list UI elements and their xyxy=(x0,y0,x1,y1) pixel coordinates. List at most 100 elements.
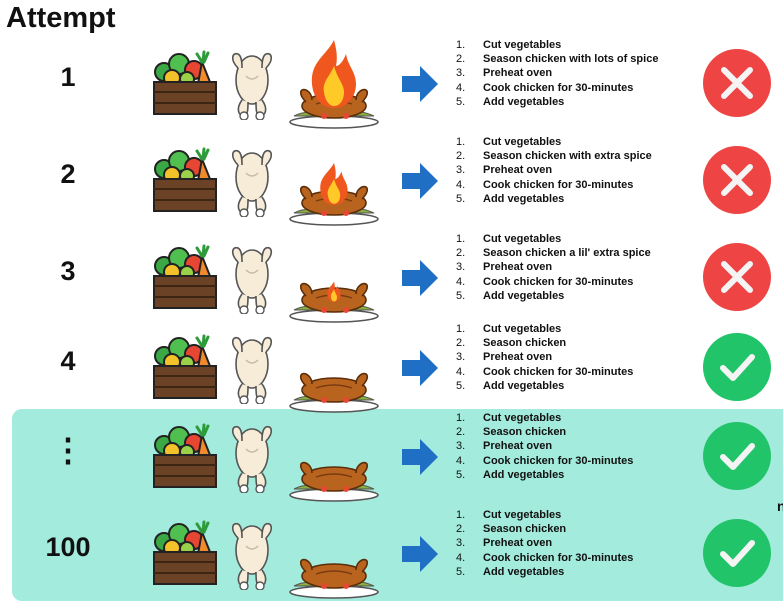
x-circle-icon xyxy=(702,48,772,118)
recipe-step: 3. Preheat oven xyxy=(456,537,553,550)
recipe-step-text: Preheat oven xyxy=(483,67,553,80)
recipe-step-text: Cut vegetables xyxy=(483,233,562,245)
cropped-text: n xyxy=(777,498,783,514)
recipe-step-text: Preheat oven xyxy=(483,537,553,550)
check-circle-icon xyxy=(702,332,772,402)
attempt-number: ⋮ xyxy=(52,432,84,468)
recipe-step: 1. Cut vegetables xyxy=(456,323,562,335)
x-circle-icon xyxy=(702,145,772,215)
recipe-step: 5. Add vegetables xyxy=(456,289,565,302)
recipe-step-text: Add vegetables xyxy=(483,192,565,205)
arrow-right-icon xyxy=(400,258,440,298)
arrow-right-icon xyxy=(400,534,440,574)
vegetable-crate-icon xyxy=(152,147,218,213)
raw-chicken-icon xyxy=(228,240,276,314)
recipe-step-text: Cut vegetables xyxy=(483,509,562,521)
recipe-step-text: Cook chicken for 30-minutes xyxy=(483,454,634,467)
recipe-step-text: Cook chicken for 30-minutes xyxy=(483,551,634,564)
flame-icon xyxy=(327,281,341,302)
arrow-right-icon xyxy=(400,64,440,104)
recipe-step-text: Preheat oven xyxy=(483,440,553,453)
recipe-step: 3. Preheat oven xyxy=(456,440,553,453)
recipe-step-text: Cut vegetables xyxy=(483,136,562,148)
recipe-step-text: Cook chicken for 30-minutes xyxy=(483,365,634,378)
recipe-step: 5. Add vegetables xyxy=(456,95,565,108)
attempt-number: 2 xyxy=(60,159,76,189)
recipe-step-text: Cut vegetables xyxy=(483,39,562,51)
page-title: Attempt xyxy=(6,2,116,34)
recipe-step: 1. Cut vegetables xyxy=(456,233,562,245)
recipe-step-text: Season chicken xyxy=(483,337,567,350)
attempt-number: 3 xyxy=(60,256,76,286)
recipe-step: 4. Cook chicken for 30-minutes xyxy=(456,81,634,94)
attempt-row: 4 1. Cut vegetables 2. Season chicken 3. Prehe… xyxy=(0,320,783,416)
recipe-step: 3. Preheat oven xyxy=(456,261,553,274)
recipe-step: 3. Preheat oven xyxy=(456,67,553,80)
recipe-step-text: Cook chicken for 30-minutes xyxy=(483,275,634,288)
recipe-steps: 1. Cut vegetables 2. Season chicken with ex… xyxy=(456,135,652,206)
recipe-step-text: Cook chicken for 30-minutes xyxy=(483,81,634,94)
recipe-step-text: Add vegetables xyxy=(483,289,565,302)
vegetable-crate-icon xyxy=(152,244,218,310)
recipe-step-text: Add vegetables xyxy=(483,379,565,392)
flame-icon xyxy=(320,162,348,205)
recipe-step-text: Add vegetables xyxy=(483,468,565,481)
arrow-right-icon xyxy=(400,161,440,201)
recipe-step-text: Add vegetables xyxy=(483,95,565,108)
recipe-step: 2. Season chicken with lots of spice xyxy=(456,53,659,66)
recipe-step: 1. Cut vegetables xyxy=(456,412,562,424)
recipe-step: 3. Preheat oven xyxy=(456,164,553,177)
recipe-step-text: Season chicken xyxy=(483,426,567,439)
recipe-step-text: Cut vegetables xyxy=(483,412,562,424)
attempt-number: 100 xyxy=(45,532,91,562)
recipe-steps: 1. Cut vegetables 2. Season chicken 3. Prehea… xyxy=(456,411,633,482)
recipe-steps: 1. Cut vegetables 2. Season chicken 3. Prehea… xyxy=(456,508,633,579)
recipe-step: 2. Season chicken xyxy=(456,426,567,439)
recipe-step-text: Add vegetables xyxy=(483,565,565,578)
arrow-right-icon xyxy=(400,348,440,388)
attempt-number: 4 xyxy=(60,346,76,376)
attempt-row: 3 1. Cut vegetables 2. Season chicken a lil'… xyxy=(0,230,783,326)
recipe-step: 4. Cook chicken for 30-minutes xyxy=(456,178,634,191)
recipe-step-text: Cook chicken for 30-minutes xyxy=(483,178,634,191)
recipe-steps: 1. Cut vegetables 2. Season chicken with lo… xyxy=(456,38,658,109)
raw-chicken-icon xyxy=(228,419,276,493)
recipe-step: 4. Cook chicken for 30-minutes xyxy=(456,275,634,288)
raw-chicken-icon xyxy=(228,143,276,217)
recipe-step: 5. Add vegetables xyxy=(456,192,565,205)
x-circle-icon xyxy=(702,242,772,312)
recipe-step: 1. Cut vegetables xyxy=(456,136,562,148)
recipe-step: 2. Season chicken xyxy=(456,523,567,536)
recipe-step: 4. Cook chicken for 30-minutes xyxy=(456,454,634,467)
roast-chicken-icon xyxy=(286,506,382,602)
recipe-step: 3. Preheat oven xyxy=(456,351,553,364)
recipe-step-text: Season chicken a lil' extra spice xyxy=(483,247,651,260)
recipe-step: 1. Cut vegetables xyxy=(456,39,562,51)
roast-chicken-icon xyxy=(286,40,382,132)
arrow-right-icon xyxy=(400,437,440,477)
flame-icon xyxy=(311,40,356,108)
recipe-steps: 1. Cut vegetables 2. Season chicken 3. Prehea… xyxy=(456,322,633,393)
raw-chicken-icon xyxy=(228,516,276,590)
attempt-number: 1 xyxy=(60,62,76,92)
vegetable-crate-icon xyxy=(152,334,218,400)
recipe-step: 1. Cut vegetables xyxy=(456,509,562,521)
recipe-step-text: Cut vegetables xyxy=(483,323,562,335)
raw-chicken-icon xyxy=(228,46,276,120)
recipe-step: 5. Add vegetables xyxy=(456,468,565,481)
vegetable-crate-icon xyxy=(152,520,218,586)
raw-chicken-icon xyxy=(228,330,276,404)
recipe-steps: 1. Cut vegetables 2. Season chicken a lil' … xyxy=(456,232,651,303)
roast-chicken-icon xyxy=(286,162,382,229)
roast-chicken-icon xyxy=(286,409,382,505)
recipe-step-text: Preheat oven xyxy=(483,164,553,177)
recipe-step-text: Preheat oven xyxy=(483,351,553,364)
recipe-step: 2. Season chicken a lil' extra spice xyxy=(456,247,651,260)
recipe-step-text: Season chicken with lots of spice xyxy=(483,53,659,66)
roast-chicken-icon xyxy=(286,281,382,326)
recipe-step: 4. Cook chicken for 30-minutes xyxy=(456,365,634,378)
recipe-step-text: Season chicken xyxy=(483,523,567,536)
recipe-step: 4. Cook chicken for 30-minutes xyxy=(456,551,634,564)
attempt-row: 100 1. Cut vegetables 2. Season chicken 3. Pre… xyxy=(0,506,783,602)
highlight-panel xyxy=(12,409,783,601)
